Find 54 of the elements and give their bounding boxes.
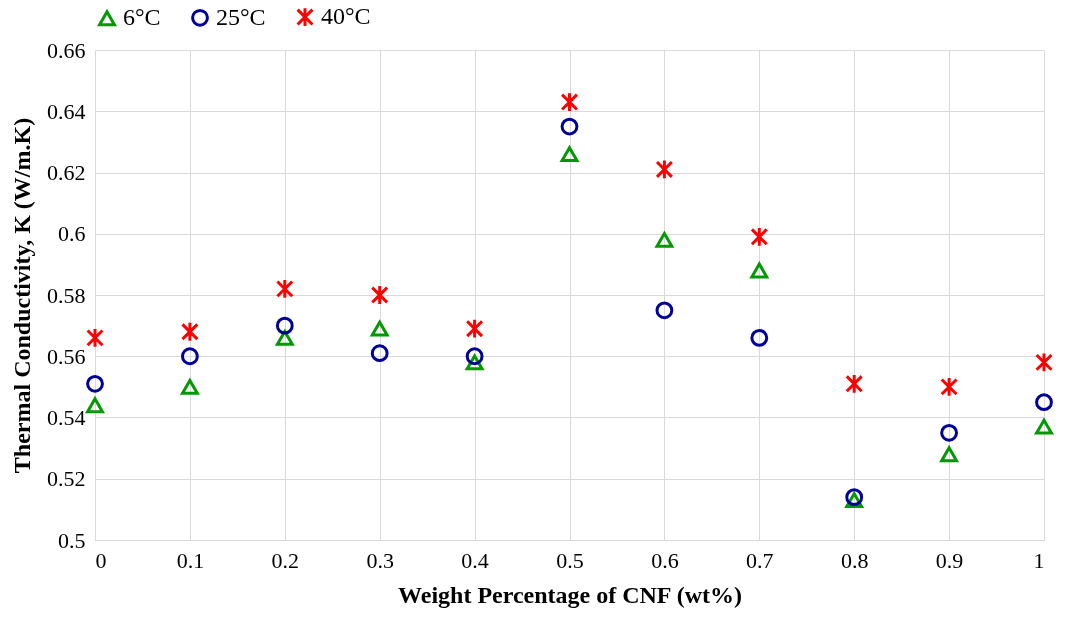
point bbox=[180, 347, 199, 366]
y-tick-label: 0.54 bbox=[47, 405, 86, 430]
y-tick-label: 0.6 bbox=[58, 221, 86, 247]
y-axis-title: Thermal Conductivity, K (W/m.K) bbox=[9, 117, 35, 474]
point bbox=[750, 328, 769, 347]
point bbox=[86, 327, 104, 349]
legend-label: 40°C bbox=[321, 3, 371, 30]
y-tick-label: 0.62 bbox=[47, 160, 86, 185]
x-tick-label: 0.7 bbox=[746, 547, 774, 573]
point bbox=[275, 316, 294, 335]
y-tick-label: 0.5 bbox=[58, 527, 86, 553]
legend-label: 25°C bbox=[216, 3, 266, 30]
x-tick-label: 0.2 bbox=[271, 547, 300, 573]
point bbox=[465, 347, 484, 366]
point bbox=[750, 262, 769, 279]
point bbox=[560, 91, 579, 113]
point bbox=[655, 301, 674, 320]
point bbox=[1035, 393, 1053, 412]
x-tick-label: 0.6 bbox=[651, 547, 679, 573]
point bbox=[560, 146, 579, 163]
point bbox=[370, 320, 389, 337]
x-axis-title: Weight Percentage of CNF (wt%) bbox=[398, 581, 742, 608]
point bbox=[86, 397, 104, 414]
x-tick-label: 0 bbox=[95, 547, 107, 573]
x-tick-label: 0.5 bbox=[556, 547, 584, 573]
y-tick-label: 0.66 bbox=[47, 37, 86, 63]
point bbox=[370, 284, 389, 306]
y-tick-label: 0.64 bbox=[47, 98, 86, 124]
x-tick-label: 0.3 bbox=[366, 547, 394, 573]
point bbox=[560, 117, 579, 136]
point bbox=[845, 373, 864, 395]
legend-label: 6°C bbox=[123, 4, 161, 31]
point bbox=[750, 226, 769, 248]
y-tick-label: 0.58 bbox=[47, 282, 86, 308]
point bbox=[940, 376, 959, 398]
point bbox=[370, 344, 389, 363]
x-tick-label: 0.1 bbox=[176, 547, 205, 573]
point bbox=[275, 278, 294, 300]
point bbox=[465, 318, 484, 340]
point bbox=[180, 321, 199, 343]
y-tick-label: 0.56 bbox=[47, 343, 86, 369]
x-tick-label: 0.8 bbox=[840, 547, 869, 573]
point bbox=[655, 159, 674, 180]
x-tick-label: 0.9 bbox=[935, 547, 964, 573]
point bbox=[940, 446, 959, 463]
y-tick-label: 0.52 bbox=[47, 466, 86, 492]
point bbox=[655, 231, 674, 248]
point bbox=[1035, 418, 1053, 435]
x-tick-label: 0.4 bbox=[461, 547, 489, 573]
point bbox=[86, 374, 104, 393]
point bbox=[940, 423, 959, 442]
x-tick-label: 1 bbox=[1033, 547, 1045, 573]
point bbox=[1035, 351, 1053, 373]
point bbox=[180, 378, 199, 395]
